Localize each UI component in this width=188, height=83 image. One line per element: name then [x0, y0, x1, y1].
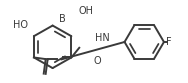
- Text: OH: OH: [78, 6, 93, 16]
- Text: HN: HN: [96, 33, 110, 43]
- Text: F: F: [166, 37, 171, 47]
- Text: B: B: [59, 14, 66, 24]
- Text: O: O: [93, 56, 101, 66]
- Text: HO: HO: [13, 20, 28, 30]
